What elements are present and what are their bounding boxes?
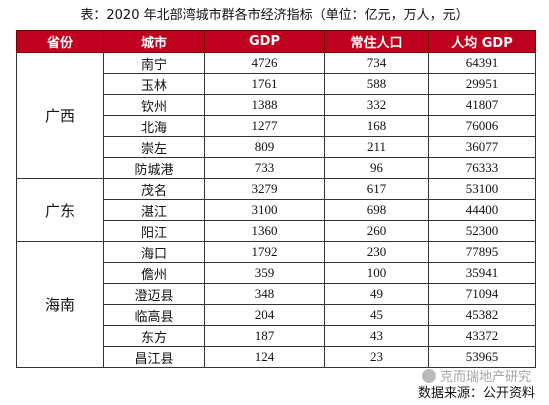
city-cell: 儋州 (103, 262, 205, 284)
gdp-per-capita-cell: 52300 (428, 220, 536, 242)
city-cell: 昌江县 (103, 346, 205, 368)
city-cell: 东方 (103, 325, 205, 347)
table-row: 北海 1277 168 76006 (17, 115, 536, 137)
population-cell: 588 (324, 73, 429, 95)
gdp-per-capita-cell: 76006 (428, 115, 536, 137)
city-cell: 临高县 (103, 304, 205, 326)
population-cell: 168 (324, 115, 429, 137)
wechat-logo-icon (421, 368, 436, 383)
population-cell: 100 (324, 262, 429, 284)
city-cell: 湛江 (103, 199, 205, 221)
population-cell: 23 (324, 346, 429, 368)
gdp-cell: 1761 (204, 73, 325, 95)
table-body: 广西 南宁 4726 734 64391 玉林 1761 588 29951 钦州 1388 332 4… (16, 52, 536, 368)
population-cell: 332 (324, 94, 429, 116)
table-row: 临高县 204 45 45382 (17, 304, 536, 326)
gdp-per-capita-cell: 36077 (428, 136, 536, 158)
city-cell: 澄迈县 (103, 283, 205, 305)
gdp-cell: 1277 (204, 115, 325, 137)
gdp-cell: 4726 (204, 52, 325, 74)
gdp-per-capita-cell: 71094 (428, 283, 536, 305)
table-row: 广西 南宁 4726 734 64391 (16, 52, 536, 179)
city-cell: 海口 (103, 241, 205, 263)
city-cell: 钦州 (103, 94, 205, 116)
gdp-cell: 1792 (204, 241, 325, 263)
gdp-per-capita-cell: 64391 (428, 52, 536, 74)
city-cell: 北海 (103, 115, 205, 137)
population-cell: 617 (324, 178, 429, 200)
gdp-per-capita-cell: 44400 (428, 199, 536, 221)
header-gdp: GDP (204, 30, 325, 53)
population-cell: 734 (324, 52, 429, 74)
gdp-cell: 187 (204, 325, 325, 347)
city-cell: 防城港 (103, 157, 205, 179)
gdp-cell: 124 (204, 346, 325, 368)
province-cell: 广西 (16, 52, 104, 179)
gdp-cell: 1388 (204, 94, 325, 116)
city-cell: 茂名 (103, 178, 205, 200)
gdp-per-capita-cell: 77895 (428, 241, 536, 263)
population-cell: 43 (324, 325, 429, 347)
gdp-per-capita-cell: 35941 (428, 262, 536, 284)
city-cell: 南宁 (103, 52, 205, 74)
gdp-per-capita-cell: 53965 (428, 346, 536, 368)
province-cell: 海南 (16, 241, 104, 368)
population-cell: 230 (324, 241, 429, 263)
watermark: 克而瑞地产研究 (421, 366, 531, 385)
data-source-note: 数据来源：公开资料 (417, 386, 535, 401)
city-cell: 玉林 (103, 73, 205, 95)
table-row: 阳江 1360 260 52300 (17, 220, 536, 242)
table-row: 崇左 809 211 36077 (17, 136, 536, 158)
header-gdp-per-capita: 人均 GDP (428, 30, 536, 53)
gdp-cell: 3100 (204, 199, 325, 221)
gdp-cell: 348 (204, 283, 325, 305)
population-cell: 260 (324, 220, 429, 242)
gdp-per-capita-cell: 45382 (428, 304, 536, 326)
gdp-per-capita-cell: 43372 (428, 325, 536, 347)
population-cell: 96 (324, 157, 429, 179)
table-row: 昌江县 124 23 53965 (17, 346, 536, 368)
gdp-cell: 3279 (204, 178, 325, 200)
table-title: 表：2020 年北部湾城市群各市经济指标（单位：亿元，万人，元） (80, 8, 469, 23)
table-row: 广东 茂名 3279 617 53100 (16, 178, 536, 242)
gdp-per-capita-cell: 53100 (428, 178, 536, 200)
gdp-per-capita-cell: 29951 (428, 73, 536, 95)
city-cell: 阳江 (103, 220, 205, 242)
header-population: 常住人口 (324, 30, 429, 53)
population-cell: 45 (324, 304, 429, 326)
gdp-per-capita-cell: 76333 (428, 157, 536, 179)
gdp-cell: 809 (204, 136, 325, 158)
header-province: 省份 (16, 30, 104, 53)
economic-indicators-table: 省份 城市 GDP 常住人口 人均 GDP 广西 南宁 4726 734 64391 玉林… (16, 30, 536, 368)
population-cell: 211 (324, 136, 429, 158)
gdp-cell: 733 (204, 157, 325, 179)
table-row: 防城港 733 96 76333 (17, 157, 536, 179)
watermark-text: 克而瑞地产研究 (439, 370, 531, 385)
table-row: 海南 海口 1792 230 77895 (16, 241, 536, 368)
population-cell: 698 (324, 199, 429, 221)
header-city: 城市 (103, 30, 205, 53)
table-row: 湛江 3100 698 44400 (17, 199, 536, 221)
table-row: 澄迈县 348 49 71094 (17, 283, 536, 305)
population-cell: 49 (324, 283, 429, 305)
gdp-cell: 359 (204, 262, 325, 284)
province-cell: 广东 (16, 178, 104, 242)
gdp-cell: 204 (204, 304, 325, 326)
gdp-cell: 1360 (204, 220, 325, 242)
header-row: 省份 城市 GDP 常住人口 人均 GDP (16, 30, 536, 53)
gdp-per-capita-cell: 41807 (428, 94, 536, 116)
city-cell: 崇左 (103, 136, 205, 158)
